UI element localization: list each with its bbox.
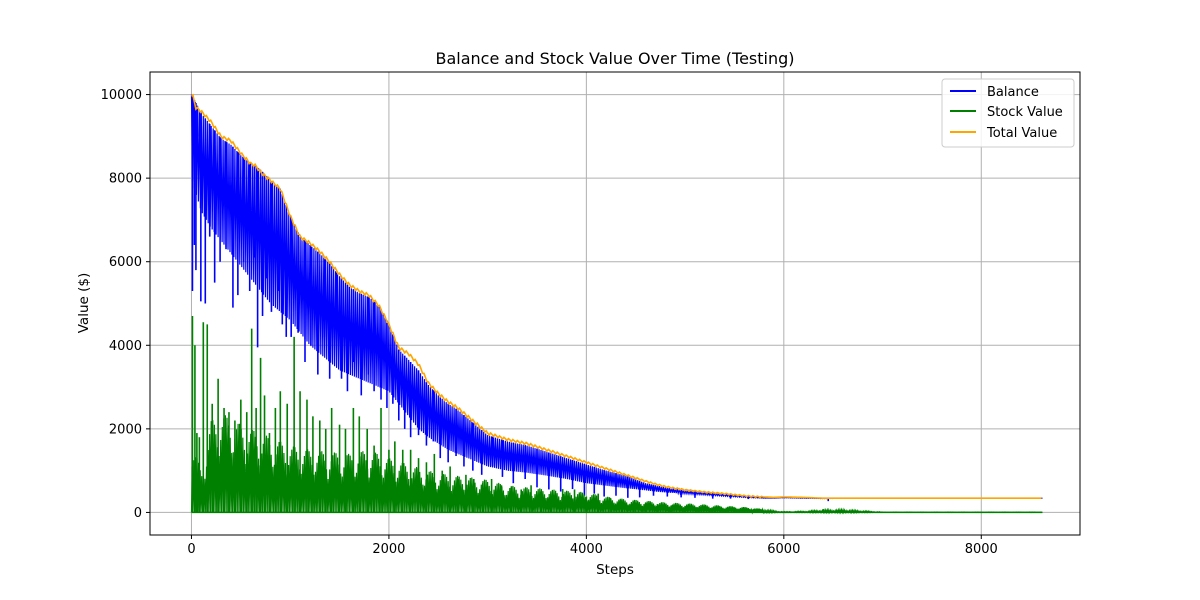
legend-label-total-value: Total Value: [986, 126, 1057, 141]
legend: Balance Stock Value Total Value: [941, 78, 1075, 148]
x-tick-label: 4000: [570, 542, 603, 557]
x-tick-label: 6000: [767, 542, 800, 557]
axis-ticks: 0 2000 4000 6000 8000 0 2000 4000 6000 8000 10000: [101, 88, 998, 557]
x-tick-label: 2000: [372, 542, 405, 557]
legend-box: [941, 78, 1075, 148]
y-tick-label: 0: [134, 506, 142, 521]
x-tick-label: 0: [187, 542, 195, 557]
chart-title: Balance and Stock Value Over Time (Testi…: [435, 49, 794, 68]
x-axis-title: Steps: [596, 562, 634, 578]
y-axis-title: Value ($): [76, 273, 92, 334]
total-value-series-line: [191, 93, 1042, 499]
y-tick-label: 10000: [101, 88, 142, 103]
legend-label-balance: Balance: [987, 85, 1039, 100]
y-tick-label: 8000: [109, 172, 142, 187]
y-tick-label: 6000: [109, 255, 142, 270]
plot-frame: [149, 71, 1081, 536]
y-tick-label: 2000: [109, 422, 142, 437]
legend-label-stock-value: Stock Value: [987, 105, 1063, 120]
plot-area: [190, 93, 1043, 515]
x-tick-label: 8000: [965, 542, 998, 557]
y-tick-label: 4000: [109, 339, 142, 354]
